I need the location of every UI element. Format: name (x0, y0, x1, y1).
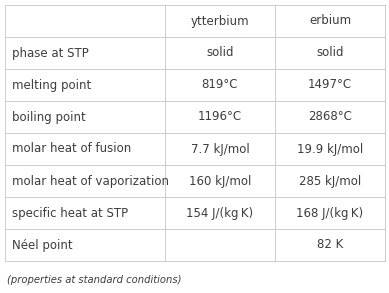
Text: 160 kJ/mol: 160 kJ/mol (189, 175, 251, 188)
Text: molar heat of fusion: molar heat of fusion (12, 142, 131, 156)
Text: solid: solid (206, 47, 234, 59)
Text: 154 J/(kg K): 154 J/(kg K) (186, 207, 254, 219)
Text: 285 kJ/mol: 285 kJ/mol (299, 175, 361, 188)
Text: (properties at standard conditions): (properties at standard conditions) (7, 275, 182, 285)
Text: 1497°C: 1497°C (308, 79, 352, 91)
Text: Néel point: Néel point (12, 239, 73, 251)
Text: specific heat at STP: specific heat at STP (12, 207, 128, 219)
Text: solid: solid (316, 47, 344, 59)
Text: 1196°C: 1196°C (198, 110, 242, 124)
Text: 168 J/(kg K): 168 J/(kg K) (296, 207, 364, 219)
Text: 19.9 kJ/mol: 19.9 kJ/mol (297, 142, 363, 156)
Text: phase at STP: phase at STP (12, 47, 89, 59)
Text: 2868°C: 2868°C (308, 110, 352, 124)
Text: molar heat of vaporization: molar heat of vaporization (12, 175, 169, 188)
Text: melting point: melting point (12, 79, 91, 91)
Text: boiling point: boiling point (12, 110, 86, 124)
Text: erbium: erbium (309, 14, 351, 28)
Text: ytterbium: ytterbium (191, 14, 249, 28)
Text: 819°C: 819°C (202, 79, 238, 91)
Text: 7.7 kJ/mol: 7.7 kJ/mol (191, 142, 249, 156)
Text: 82 K: 82 K (317, 239, 343, 251)
